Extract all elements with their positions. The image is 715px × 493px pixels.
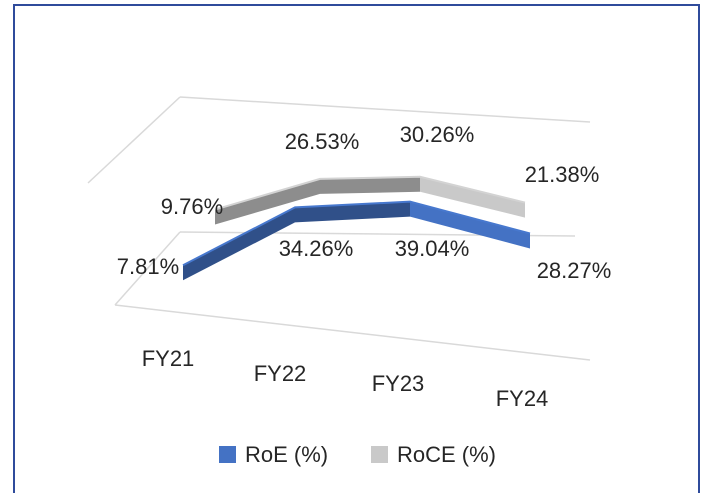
data-label: 30.26% xyxy=(400,122,475,147)
ribbon-segment xyxy=(410,201,530,249)
data-label: 21.38% xyxy=(525,162,600,187)
x-tick-label: FY22 xyxy=(254,361,307,386)
x-tick-label: FY24 xyxy=(496,386,549,411)
x-tick-label: FY23 xyxy=(372,371,425,396)
x-tick-label: FY21 xyxy=(142,346,195,371)
side-edge xyxy=(114,231,181,306)
ribbon-segment xyxy=(183,207,295,281)
left-edge xyxy=(87,96,181,184)
ribbon-top xyxy=(214,175,526,211)
data-label: 26.53% xyxy=(285,129,360,154)
data-label: 28.27% xyxy=(537,258,612,283)
back-edge xyxy=(179,96,591,123)
ribbon-segment xyxy=(420,176,525,218)
chart-border xyxy=(13,4,700,493)
legend-swatch xyxy=(371,446,388,463)
ribbon-top xyxy=(182,200,531,267)
data-label: 9.76% xyxy=(161,194,223,219)
legend-swatch xyxy=(219,446,236,463)
front-edge xyxy=(114,304,591,361)
data-label: 7.81% xyxy=(117,254,179,279)
data-label: 39.04% xyxy=(395,236,470,261)
data-label: 34.26% xyxy=(279,236,354,261)
legend-label: RoE (%) xyxy=(245,442,328,467)
legend-label: RoCE (%) xyxy=(397,442,496,467)
ribbon-segment xyxy=(215,178,320,225)
ribbon-segment xyxy=(320,176,420,194)
